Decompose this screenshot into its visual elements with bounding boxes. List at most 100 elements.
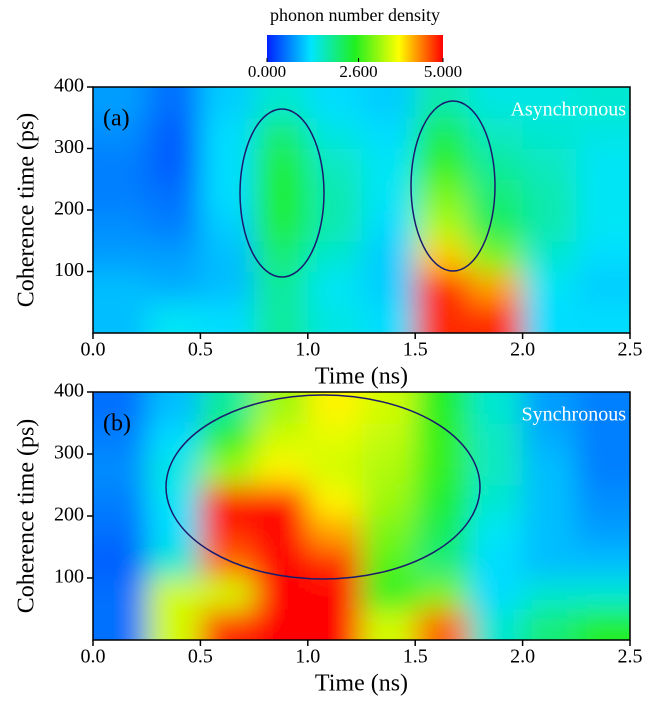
heat-cell [307, 609, 362, 640]
heat-cell [307, 578, 362, 610]
heat-cell [307, 179, 362, 211]
panel-annotation: Synchronous [522, 404, 627, 426]
highlight-ellipse [165, 394, 481, 580]
heat-cell [254, 516, 309, 548]
heat-cell [93, 547, 148, 579]
heat-cell [254, 148, 309, 180]
heat-cell [146, 87, 201, 119]
heat-cell [146, 485, 201, 517]
heat-cell [307, 547, 362, 579]
heat-cell [468, 516, 524, 548]
x-tick-label: 2.0 [510, 339, 535, 361]
colorbar-tick-label: 2.600 [339, 62, 377, 81]
heat-cell [254, 578, 309, 610]
heat-cell [522, 578, 577, 610]
heat-cell [254, 392, 309, 424]
panel-label: (a) [103, 106, 130, 132]
heat-cell [307, 148, 362, 180]
heat-cell [93, 423, 148, 455]
heat-cell [307, 423, 362, 455]
heat-cell [522, 302, 577, 333]
panel-label: (b) [103, 411, 131, 437]
heat-cell [146, 392, 201, 424]
heat-cell [146, 302, 201, 333]
heat-cell [468, 609, 524, 640]
heat-cell [200, 392, 255, 424]
heat-cell [361, 302, 416, 333]
heat-cell [93, 271, 148, 303]
heat-cell [576, 547, 630, 579]
heat-cell [415, 271, 470, 303]
heat-cell [254, 423, 309, 455]
heat-cell [146, 210, 201, 242]
heat-cell [576, 423, 630, 455]
heat-cell [307, 454, 362, 486]
x-tick-label: 0.0 [81, 646, 106, 668]
heat-cell [361, 454, 416, 486]
heat-cell [93, 485, 148, 517]
heat-cell [146, 423, 201, 455]
heat-cell [468, 117, 524, 149]
y-tick-label: 300 [54, 136, 84, 158]
heat-cell [522, 516, 577, 548]
highlight-ellipse [410, 100, 496, 272]
heat-cell [307, 87, 362, 119]
heat-cell [200, 148, 255, 180]
heat-cell [522, 87, 577, 119]
heat-cell [361, 485, 416, 517]
heat-cell [576, 148, 630, 180]
heat-cell [522, 423, 577, 455]
heat-cell [200, 271, 255, 303]
heat-cell [200, 547, 255, 579]
heat-cell [576, 302, 630, 333]
heat-cell [468, 148, 524, 180]
heat-cell [361, 271, 416, 303]
heat-cell [254, 210, 309, 242]
heat-cell [468, 210, 524, 242]
heat-cell [254, 454, 309, 486]
heat-cell [576, 210, 630, 242]
heat-cell [254, 179, 309, 211]
x-tick-label: 0.0 [81, 339, 106, 361]
heat-cell [361, 516, 416, 548]
heat-cell [522, 485, 577, 517]
plot-area [93, 87, 630, 333]
heat-cell [200, 423, 255, 455]
heat-cell [200, 117, 255, 149]
heat-cell [361, 392, 416, 424]
heat-cell [93, 609, 148, 640]
heat-cell [254, 271, 309, 303]
heat-cell [307, 210, 362, 242]
heat-cell [254, 547, 309, 579]
x-axis-title: Time (ns) [315, 671, 408, 697]
heat-cell [146, 117, 201, 149]
heat-cell [361, 240, 416, 272]
heat-cell [522, 271, 577, 303]
panel-annotation: Asynchronous [510, 99, 626, 121]
x-tick-label: 1.0 [295, 339, 320, 361]
heat-cell [93, 240, 148, 272]
heat-cell [415, 148, 470, 180]
heat-cell [93, 392, 148, 424]
heat-cell [361, 578, 416, 610]
y-axis-title: Coherence time (ps) [14, 113, 40, 308]
heat-cell [200, 485, 255, 517]
heat-cell [522, 392, 577, 424]
heat-cell [93, 179, 148, 211]
colorbar-title: phonon number density [270, 5, 440, 25]
y-tick-label: 100 [54, 259, 84, 281]
heat-cell [361, 148, 416, 180]
heat-cell [361, 423, 416, 455]
heat-cell [200, 609, 255, 640]
heat-cell [522, 609, 577, 640]
y-tick-label: 400 [54, 380, 84, 402]
heat-cell [254, 240, 309, 272]
heat-cell [415, 210, 470, 242]
y-tick-label: 200 [54, 198, 84, 220]
y-tick-label: 200 [54, 504, 84, 526]
heat-cell [522, 454, 577, 486]
heat-cell [576, 485, 630, 517]
heat-cell [200, 179, 255, 211]
heat-cell [200, 454, 255, 486]
